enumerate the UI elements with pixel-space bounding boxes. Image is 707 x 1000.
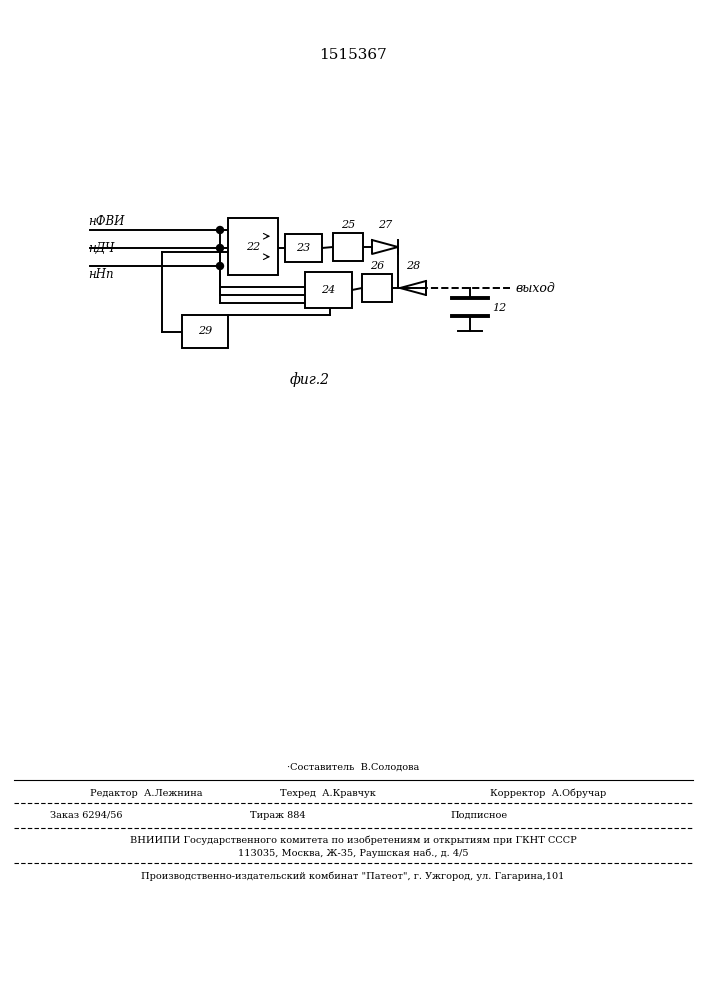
Bar [333,233,363,261]
Bar [228,218,278,275]
Text: Тираж 884: Тираж 884 [250,810,305,820]
Bar [182,315,228,348]
Text: 12: 12 [492,303,506,313]
Text: 22: 22 [246,241,260,251]
Bar [362,274,392,302]
Text: Подписное: Подписное [450,810,507,820]
Text: 1515367: 1515367 [319,48,387,62]
Text: Производственно-издательский комбинат "Патеот", г. Ужгород, ул. Гагарина,101: Производственно-издательский комбинат "П… [141,871,565,881]
Text: Редактор  А.Лежнина: Редактор А.Лежнина [90,788,202,798]
Text: Заказ 6294/56: Заказ 6294/56 [50,810,122,820]
Bar [305,272,352,308]
Text: ·Составитель  В.Солодова: ·Составитель В.Солодова [287,762,419,772]
Text: Техред  А.Кравчук: Техред А.Кравчук [280,788,376,798]
Text: фиг.2: фиг.2 [290,373,330,387]
Text: 23: 23 [296,243,310,253]
Text: 28: 28 [406,261,420,271]
Text: нФВИ: нФВИ [88,215,124,228]
Text: 27: 27 [378,220,392,230]
Text: ВНИИПИ Государственного комитета по изобретениям и открытиям при ГКНТ СССР: ВНИИПИ Государственного комитета по изоб… [129,835,576,845]
Text: Корректор  А.Обручар: Корректор А.Обручар [490,788,606,798]
Text: выход: выход [515,282,555,294]
Text: 25: 25 [341,220,355,230]
Text: нНп: нНп [88,268,114,281]
Text: нДЧ: нДЧ [88,241,115,254]
Text: 24: 24 [322,285,336,295]
Bar [285,234,322,262]
Text: 26: 26 [370,261,384,271]
Text: 29: 29 [198,326,212,336]
Circle shape [216,227,223,233]
Text: 113035, Москва, Ж-35, Раушская наб., д. 4/5: 113035, Москва, Ж-35, Раушская наб., д. … [238,848,468,858]
Circle shape [216,262,223,269]
Circle shape [216,244,223,251]
